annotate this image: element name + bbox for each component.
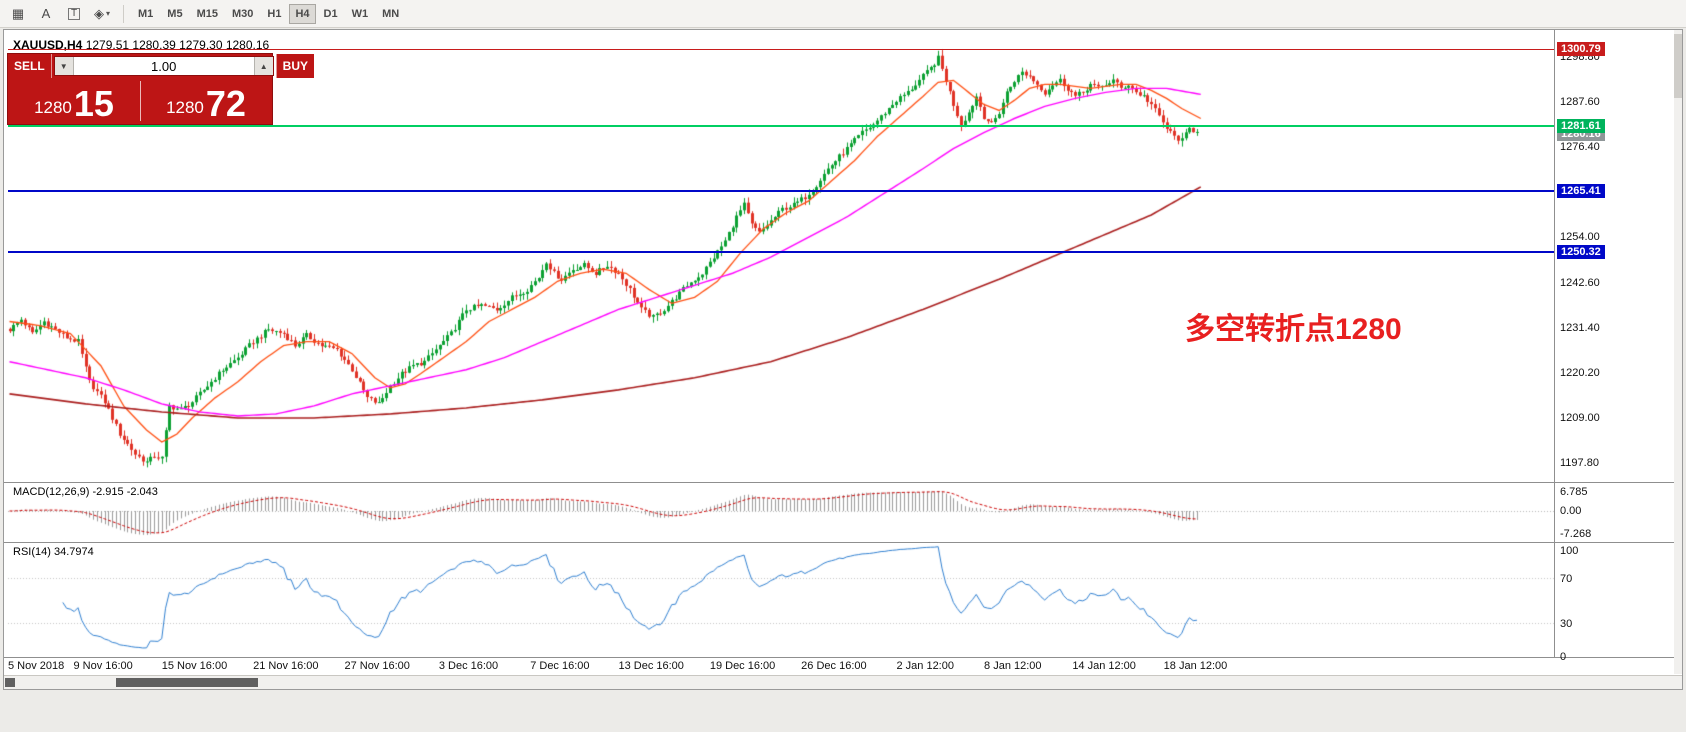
horizontal-scrollbar[interactable] xyxy=(4,675,1682,689)
vertical-scrollbar-thumb[interactable] xyxy=(1674,34,1682,98)
timeframe-m15[interactable]: M15 xyxy=(191,4,224,24)
rsi-axis-label: 0 xyxy=(1560,651,1567,663)
volume-decrease-button[interactable]: ▼ xyxy=(54,57,74,75)
time-axis-label: 21 Nov 16:00 xyxy=(253,660,319,672)
macd-axis-label: 6.785 xyxy=(1560,486,1588,498)
toolbar-separator xyxy=(123,4,124,23)
chart-toolbar: ▦ A T ◈ ▾ M1 M5 M15 M30 H1 H4 D1 W1 MN xyxy=(0,0,1686,28)
volume-stepper: ▼ ▲ xyxy=(53,56,274,76)
timeframe-group: M1 M5 M15 M30 H1 H4 D1 W1 MN xyxy=(131,3,406,24)
symbol-ohlc-header: XAUUSD,H4 1279.51 1280.39 1279.30 1280.1… xyxy=(13,38,269,52)
rsi-axis-label: 100 xyxy=(1560,545,1579,557)
time-axis-label: 26 Dec 16:00 xyxy=(801,660,867,672)
price-badge-1250-32: 1250.32 xyxy=(1557,244,1605,259)
trade-panel-top-row: SELL ▼ ▲ BUY xyxy=(8,54,315,78)
buy-price[interactable]: 1280 72 xyxy=(140,78,272,124)
time-axis-label: 18 Jan 12:00 xyxy=(1163,660,1228,672)
price-axis-label: 1197.80 xyxy=(1560,456,1599,469)
chevron-down-icon: ▾ xyxy=(106,9,111,18)
grid-tool-icon[interactable]: ▦ xyxy=(5,3,31,25)
text-a-glyph: A xyxy=(41,6,51,21)
price-badge-1281-61: 1281.61 xyxy=(1557,119,1605,134)
horizontal-line-1265-41[interactable] xyxy=(8,190,1554,193)
price-axis-label: 1276.40 xyxy=(1560,141,1600,154)
buy-button[interactable]: BUY xyxy=(275,54,315,78)
price-axis-line[interactable] xyxy=(1554,30,1555,657)
horizontal-line-1300-79[interactable] xyxy=(8,49,1554,50)
buy-price-main: 1280 xyxy=(166,98,204,117)
ohlc-values: 1279.51 1280.39 1279.30 1280.16 xyxy=(85,38,270,52)
price-axis-label: 1287.60 xyxy=(1560,96,1600,109)
time-axis-label: 27 Nov 16:00 xyxy=(344,660,410,672)
timeframe-mn[interactable]: MN xyxy=(376,4,405,24)
timeframe-m30[interactable]: M30 xyxy=(226,4,259,24)
pane-separator-rsi[interactable] xyxy=(4,542,1682,543)
time-axis-label: 2 Jan 12:00 xyxy=(896,660,954,672)
time-axis-label: 13 Dec 16:00 xyxy=(618,660,684,672)
horizontal-line-1250-32[interactable] xyxy=(8,250,1554,253)
volume-increase-button[interactable]: ▲ xyxy=(253,57,273,75)
time-axis-line xyxy=(4,657,1682,658)
time-axis-label: 7 Dec 16:00 xyxy=(530,660,590,672)
timeframe-m5[interactable]: M5 xyxy=(161,4,188,24)
text-box-icon[interactable]: T xyxy=(61,3,87,25)
price-axis-label: 1254.00 xyxy=(1560,231,1600,244)
timeframe-w1[interactable]: W1 xyxy=(346,4,375,24)
macd-axis-label: 0.00 xyxy=(1560,505,1582,517)
time-axis-label: 3 Dec 16:00 xyxy=(438,660,499,672)
volume-input[interactable] xyxy=(73,57,254,75)
one-click-trading-panel: SELL ▼ ▲ BUY 1280 15 1280 72 xyxy=(8,54,315,124)
text-a-icon[interactable]: A xyxy=(33,3,59,25)
scrollbar-home-box[interactable] xyxy=(5,678,15,687)
time-axis-label: 8 Jan 12:00 xyxy=(984,660,1042,672)
macd-label: MACD(12,26,9) -2.915 -2.043 xyxy=(13,486,158,498)
horizontal-line-1281-61[interactable] xyxy=(8,125,1554,128)
indicators-glyph: ◈ xyxy=(94,5,104,21)
grid-tool-glyph: ▦ xyxy=(11,5,25,21)
price-badge-1265-41: 1265.41 xyxy=(1557,184,1605,199)
timeframe-h1[interactable]: H1 xyxy=(261,4,287,24)
time-axis-label: 14 Jan 12:00 xyxy=(1072,660,1136,672)
price-badge-1300-79: 1300.79 xyxy=(1557,42,1605,56)
buy-price-pips: 72 xyxy=(205,83,246,125)
text-box-glyph: T xyxy=(67,7,81,20)
sell-price[interactable]: 1280 15 xyxy=(8,78,140,124)
vertical-scrollbar[interactable] xyxy=(1674,30,1682,674)
price-axis-label: 1242.60 xyxy=(1560,276,1600,289)
macd-axis-label: -7.268 xyxy=(1560,527,1592,540)
time-axis-label: 9 Nov 16:00 xyxy=(73,660,133,672)
rsi-axis-label: 30 xyxy=(1560,617,1573,630)
rsi-axis-label: 70 xyxy=(1560,572,1573,585)
price-axis-label: 1209.00 xyxy=(1560,411,1600,424)
time-axis-label: 5 Nov 2018 xyxy=(8,660,65,672)
trade-panel-prices: 1280 15 1280 72 xyxy=(8,78,272,124)
trade-panel-divider xyxy=(140,81,141,121)
indicators-icon[interactable]: ◈ ▾ xyxy=(89,3,115,25)
horizontal-scrollbar-thumb[interactable] xyxy=(116,678,258,687)
sell-price-main: 1280 xyxy=(34,98,72,117)
rsi-label: RSI(14) 34.7974 xyxy=(13,546,94,558)
price-axis-label: 1231.40 xyxy=(1560,321,1600,334)
price-axis-label: 1220.20 xyxy=(1560,366,1600,379)
pane-separator-macd[interactable] xyxy=(4,482,1682,483)
symbol-label: XAUUSD,H4 xyxy=(13,38,83,52)
time-axis-label: 19 Dec 16:00 xyxy=(709,660,776,672)
chart-text-annotation[interactable]: 多空转折点1280 xyxy=(1185,313,1402,346)
timeframe-d1[interactable]: D1 xyxy=(318,4,344,24)
timeframe-m1[interactable]: M1 xyxy=(132,4,159,24)
timeframe-h4[interactable]: H4 xyxy=(289,3,316,24)
sell-price-pips: 15 xyxy=(73,83,114,125)
sell-button[interactable]: SELL xyxy=(8,54,52,78)
time-axis-label: 15 Nov 16:00 xyxy=(161,660,228,672)
